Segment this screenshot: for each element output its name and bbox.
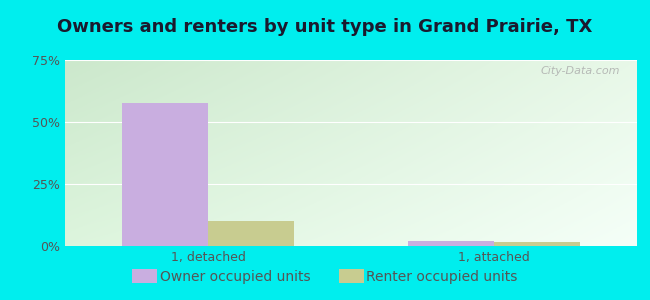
Text: City-Data.com: City-Data.com xyxy=(540,66,620,76)
Bar xyxy=(408,241,494,246)
Text: Owners and renters by unit type in Grand Prairie, TX: Owners and renters by unit type in Grand… xyxy=(57,18,593,36)
Bar xyxy=(208,221,294,246)
Bar xyxy=(494,242,580,246)
Legend: Owner occupied units, Renter occupied units: Owner occupied units, Renter occupied un… xyxy=(127,265,523,290)
Bar xyxy=(122,103,208,246)
